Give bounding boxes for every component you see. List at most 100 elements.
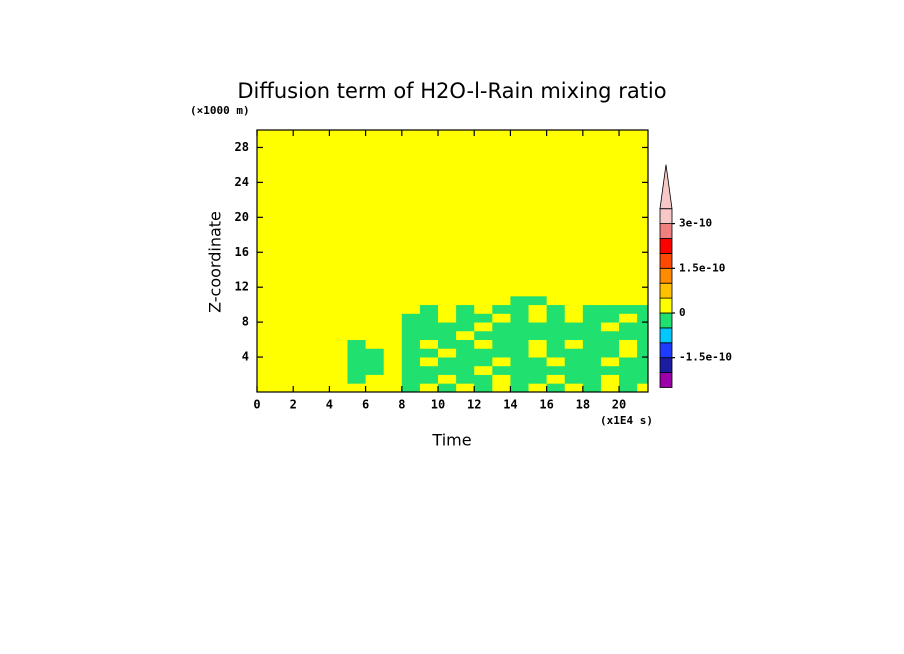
contour-cell xyxy=(510,348,529,358)
contour-cell xyxy=(528,304,548,314)
contour-cell xyxy=(456,130,475,288)
contour-cell xyxy=(582,374,602,384)
contour-cell xyxy=(365,130,385,288)
contour-cell xyxy=(438,287,457,297)
contour-cell xyxy=(438,339,457,349)
y-tick-label: 4 xyxy=(242,350,249,364)
contour-cell xyxy=(419,365,439,375)
contour-cell xyxy=(564,339,584,349)
x-tick-label: 20 xyxy=(612,398,626,412)
contour-cell xyxy=(275,304,294,314)
contour-cell xyxy=(438,313,457,323)
contour-cell xyxy=(275,383,294,393)
contour-cell xyxy=(546,304,566,314)
contour-cell xyxy=(619,348,638,358)
contour-cell xyxy=(401,304,421,314)
contour-cell xyxy=(365,365,385,375)
contour-cell xyxy=(293,130,312,288)
x-tick-label: 6 xyxy=(362,398,369,412)
contour-cell xyxy=(293,287,312,297)
contour-cell xyxy=(365,330,385,340)
contour-cell xyxy=(619,287,638,297)
contour-cell xyxy=(474,357,493,367)
contour-cell xyxy=(419,383,439,393)
contour-cell xyxy=(347,348,367,358)
x-tick-label: 10 xyxy=(431,398,445,412)
contour-cell xyxy=(275,322,294,332)
x-tick-label: 18 xyxy=(576,398,590,412)
contour-cell xyxy=(257,313,276,323)
contour-cell xyxy=(619,295,638,306)
contour-cell xyxy=(492,365,511,375)
contour-cell xyxy=(293,348,312,358)
contour-cell xyxy=(311,383,330,393)
contour-cell xyxy=(564,295,584,306)
contour-cell xyxy=(419,304,439,314)
contour-cell xyxy=(474,374,493,384)
contour-cell xyxy=(492,357,511,367)
contour-cell xyxy=(329,287,348,297)
contour-cell xyxy=(510,304,529,314)
contour-cell xyxy=(456,322,475,332)
contour-cell xyxy=(329,313,348,323)
contour-cell xyxy=(257,339,276,349)
colorbar-box xyxy=(659,327,673,344)
contour-cell xyxy=(311,348,330,358)
contour-cell xyxy=(456,330,475,340)
contour-cell xyxy=(528,287,548,297)
contour-cell xyxy=(311,287,330,297)
contour-cell xyxy=(383,365,403,375)
contour-cell xyxy=(275,357,294,367)
contour-cell xyxy=(474,322,493,332)
contour-cell xyxy=(528,365,548,375)
contour-cell xyxy=(619,339,638,349)
contour-cell xyxy=(293,313,312,323)
contour-cell xyxy=(401,295,421,306)
contour-cell xyxy=(637,130,649,288)
contour-cell xyxy=(582,322,602,332)
contour-cell xyxy=(419,287,439,297)
contour-cell xyxy=(528,339,548,349)
contour-cell xyxy=(365,322,385,332)
colorbar-tick-label: 0 xyxy=(679,306,686,319)
contour-cell xyxy=(456,383,475,393)
contour-cell xyxy=(419,313,439,323)
contour-cell xyxy=(546,357,566,367)
colorbar-tick-label: -1.5e-10 xyxy=(679,351,732,364)
contour-cell xyxy=(492,348,511,358)
contour-cell xyxy=(456,374,475,384)
contour-cell xyxy=(528,330,548,340)
contour-cell xyxy=(365,383,385,393)
y-tick-label: 12 xyxy=(235,280,249,294)
contour-cell xyxy=(564,304,584,314)
contour-cell xyxy=(637,304,649,314)
contour-cell xyxy=(474,130,493,288)
contour-cell xyxy=(456,348,475,358)
contour-cell xyxy=(492,339,511,349)
contour-cell xyxy=(546,383,566,393)
contour-cell xyxy=(582,287,602,297)
contour-cell xyxy=(347,330,367,340)
contour-cell xyxy=(365,339,385,349)
contour-cell xyxy=(347,383,367,393)
contour-cell xyxy=(438,330,457,340)
contour-cell xyxy=(510,330,529,340)
contour-cell xyxy=(456,365,475,375)
contour-cell xyxy=(311,339,330,349)
contour-cell xyxy=(275,365,294,375)
y-tick-label: 20 xyxy=(235,210,249,224)
contour-cell xyxy=(329,339,348,349)
contour-cell xyxy=(619,365,638,375)
contour-cell xyxy=(365,313,385,323)
contour-cell xyxy=(275,295,294,306)
contour-cell xyxy=(582,357,602,367)
contour-cell xyxy=(419,374,439,384)
contour-cell xyxy=(528,322,548,332)
contour-cell xyxy=(456,287,475,297)
contour-cell xyxy=(419,357,439,367)
contour-cell xyxy=(619,383,638,393)
contour-cell xyxy=(474,287,493,297)
contour-cell xyxy=(419,130,439,288)
contour-cell xyxy=(257,374,276,384)
